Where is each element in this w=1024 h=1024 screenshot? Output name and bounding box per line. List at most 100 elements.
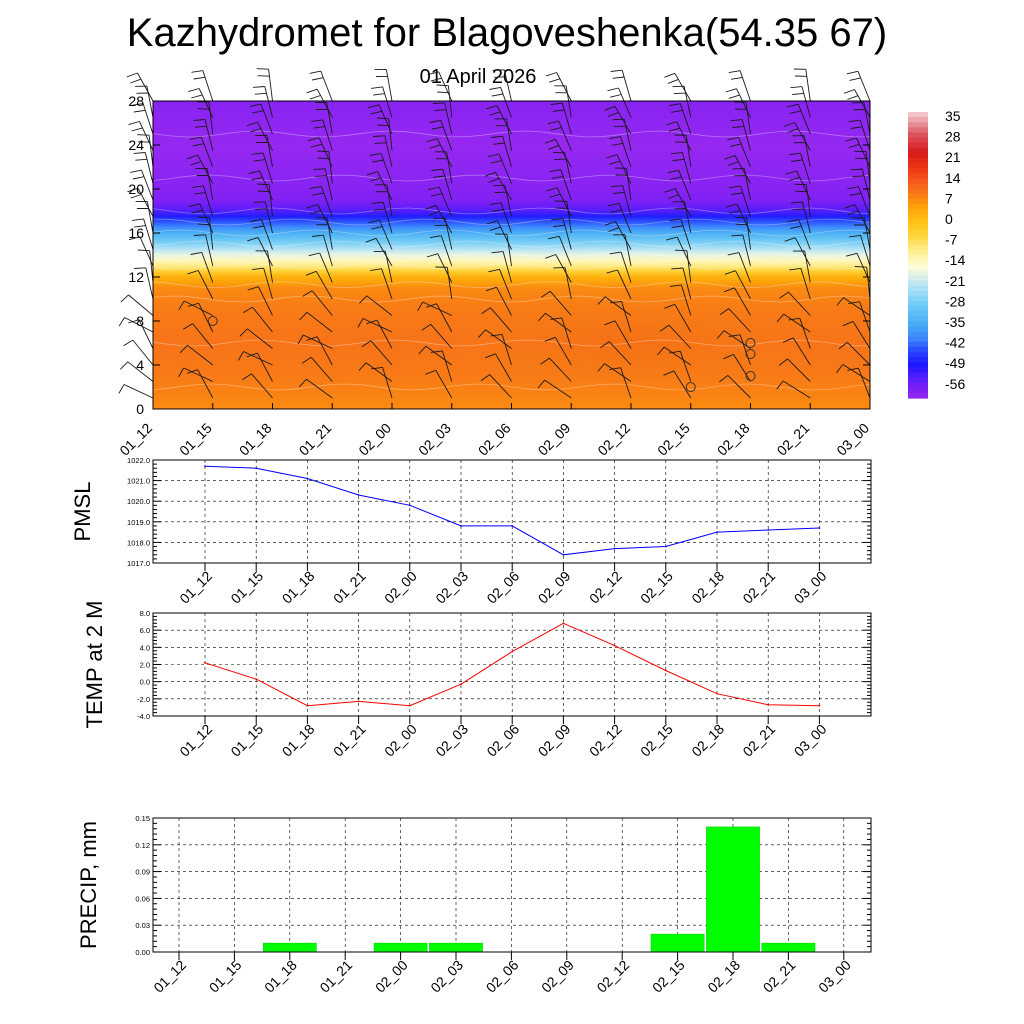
colorbar-label: 35 bbox=[945, 108, 961, 124]
wind-barb bbox=[489, 202, 512, 234]
contour-line bbox=[152, 218, 871, 226]
wind-barb bbox=[366, 171, 393, 201]
wind-barb bbox=[255, 250, 273, 283]
wind-barb bbox=[847, 186, 871, 217]
cloud-marker bbox=[207, 316, 218, 326]
wind-barb bbox=[425, 303, 453, 333]
contour-line bbox=[152, 251, 871, 259]
y-tick-label: 0.15 bbox=[135, 814, 150, 823]
wind-barb bbox=[494, 118, 512, 151]
wind-barb bbox=[308, 252, 333, 283]
wind-barb bbox=[486, 105, 512, 135]
wind-barb bbox=[545, 254, 572, 283]
wind-barb bbox=[246, 352, 273, 382]
x-tick-label: 02_09 bbox=[535, 721, 574, 760]
wind-barb bbox=[843, 89, 871, 118]
wind-barb bbox=[609, 251, 632, 283]
wind-barb bbox=[484, 171, 512, 201]
wind-barb bbox=[193, 119, 214, 151]
colorbar-swatch bbox=[908, 331, 928, 338]
contour-line bbox=[152, 240, 871, 248]
wind-barb bbox=[190, 251, 214, 283]
wind-barb bbox=[610, 300, 632, 333]
wind-barb bbox=[425, 369, 453, 399]
wind-barb bbox=[481, 307, 512, 333]
wind-barb bbox=[486, 220, 512, 250]
wind-barb bbox=[550, 317, 572, 349]
colorbar-swatch bbox=[908, 117, 928, 123]
wind-barb bbox=[178, 367, 213, 382]
wind-barb bbox=[664, 303, 692, 333]
wind-barb bbox=[253, 86, 273, 118]
wind-barb bbox=[491, 135, 512, 168]
x-tick-label: 03_00 bbox=[791, 568, 830, 607]
x-tick-label: 02_09 bbox=[538, 957, 577, 996]
wind-barb bbox=[848, 301, 871, 333]
y-tick-label: 0.0 bbox=[140, 678, 150, 687]
y-tick-label: 28 bbox=[128, 93, 144, 109]
page-title: Kazhydromet for Blagoveshenka(54.35 67) bbox=[127, 11, 887, 55]
y-tick-label: 0.00 bbox=[135, 948, 150, 957]
temp2m-data-point bbox=[357, 700, 360, 703]
colorbar-swatch bbox=[908, 193, 928, 200]
colorbar-label: 28 bbox=[945, 129, 961, 145]
wind-barb bbox=[790, 86, 811, 118]
wind-barb bbox=[719, 375, 751, 399]
wind-barb bbox=[428, 186, 453, 217]
colorbar-swatch bbox=[908, 137, 928, 144]
wind-barb bbox=[725, 88, 751, 118]
y-tick-label: 20 bbox=[128, 181, 144, 197]
wind-barb bbox=[257, 183, 273, 217]
wind-barb bbox=[434, 151, 453, 184]
wind-barb bbox=[315, 217, 333, 250]
wind-barb bbox=[309, 185, 333, 217]
x-tick-label: 01_21 bbox=[330, 721, 369, 760]
wind-barb bbox=[845, 252, 871, 283]
y-tick-label: 24 bbox=[128, 137, 144, 153]
colorbar-label: -49 bbox=[945, 355, 965, 371]
x-tick-label: 02_00 bbox=[372, 957, 411, 996]
colorbar-label: -28 bbox=[945, 293, 965, 309]
wind-barb bbox=[604, 105, 632, 135]
pmsl-data-point bbox=[460, 525, 462, 527]
wind-barb bbox=[667, 169, 692, 201]
colorbar-swatch bbox=[908, 183, 928, 190]
wind-barb bbox=[242, 373, 273, 399]
wind-barb bbox=[724, 155, 751, 184]
x-tick-label: 01_12 bbox=[176, 568, 215, 607]
contour-line bbox=[152, 229, 871, 237]
wind-barb bbox=[671, 267, 692, 300]
x-tick-label: 02_06 bbox=[483, 957, 522, 996]
colorbar-swatch bbox=[908, 147, 928, 154]
cloud-marker bbox=[745, 371, 756, 381]
wind-barb bbox=[611, 185, 632, 217]
y-tick-label: -2.0 bbox=[137, 695, 150, 704]
wind-barb bbox=[607, 87, 632, 118]
contour-line bbox=[152, 383, 871, 391]
y-tick-label: 6.0 bbox=[140, 626, 150, 635]
wind-barb bbox=[606, 154, 632, 184]
colorbar-swatch bbox=[908, 219, 928, 225]
wind-barb bbox=[247, 237, 273, 267]
wind-barb bbox=[250, 218, 273, 250]
y-tick-label: 1021.0 bbox=[127, 477, 150, 486]
wind-barb bbox=[361, 340, 393, 366]
wind-barb bbox=[728, 334, 751, 366]
temp2m-data-point bbox=[408, 704, 411, 707]
wind-barb bbox=[854, 266, 871, 300]
wind-barb bbox=[779, 291, 811, 316]
colorbar-swatch bbox=[908, 122, 928, 128]
x-tick-label: 02_15 bbox=[649, 957, 688, 996]
wind-barb bbox=[607, 202, 632, 234]
x-tick-label: 01_12 bbox=[176, 721, 215, 760]
colorbar-label: 7 bbox=[945, 190, 953, 206]
colorbar-swatch bbox=[908, 275, 928, 282]
y-tick-label: 1019.0 bbox=[127, 518, 150, 527]
x-tick-label: 02_21 bbox=[739, 721, 778, 760]
y-tick-label: 0 bbox=[136, 401, 144, 417]
wind-barb bbox=[554, 85, 572, 118]
x-tick-label: 02_21 bbox=[739, 568, 778, 607]
x-tick-label: 02_18 bbox=[704, 957, 743, 996]
temp2m-data-point bbox=[255, 678, 258, 680]
colorbar-swatch bbox=[908, 270, 928, 277]
